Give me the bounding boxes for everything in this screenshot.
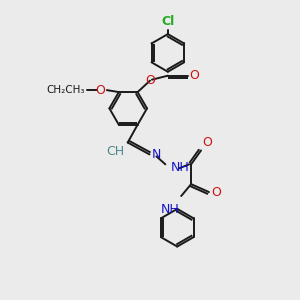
Text: O: O	[211, 186, 221, 199]
Text: O: O	[145, 74, 155, 87]
Text: NH: NH	[170, 161, 189, 174]
Text: O: O	[190, 69, 200, 82]
Text: O: O	[202, 136, 212, 149]
Text: Cl: Cl	[161, 15, 175, 28]
Text: CH₂CH₃: CH₂CH₃	[46, 85, 85, 95]
Text: N: N	[152, 148, 161, 161]
Text: CH: CH	[106, 146, 125, 158]
Text: O: O	[95, 84, 105, 97]
Text: NH: NH	[160, 203, 179, 216]
